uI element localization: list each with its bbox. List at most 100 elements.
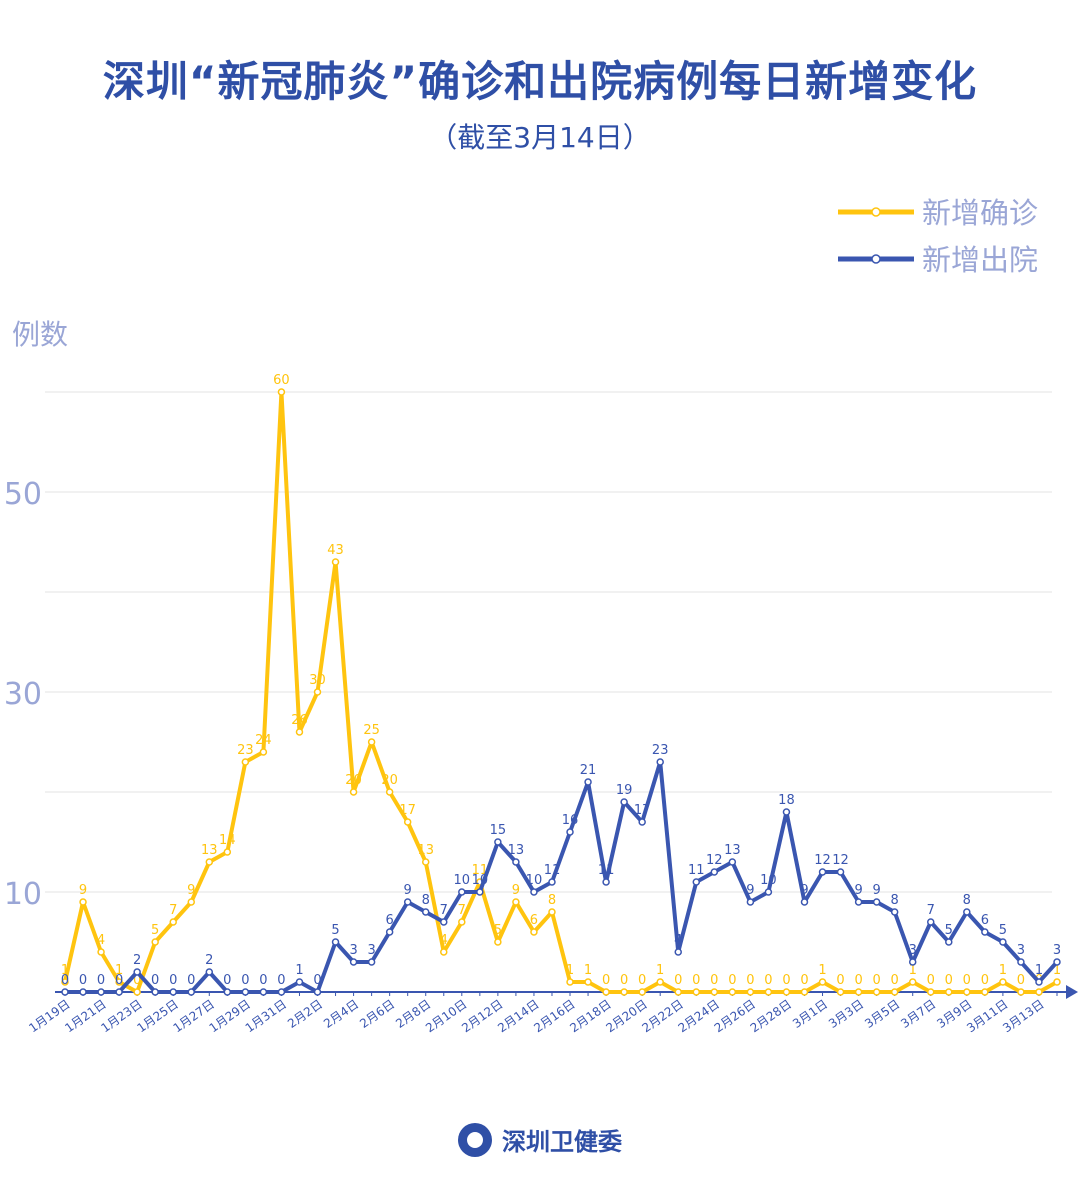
data-point [133,988,141,996]
data-point [187,988,196,996]
data-point [476,888,484,896]
data-point [512,898,520,906]
data-label: 8 [891,893,899,908]
data-label: 1 [1035,963,1043,978]
data-label: 7 [458,903,466,918]
data-point [584,978,592,986]
data-point [241,758,250,766]
data-label: 1 [909,963,917,978]
data-label: 0 [927,973,935,988]
footer-org: 深圳卫健委 [502,1128,622,1156]
x-tick-label: 3月3日 [826,997,866,1031]
footer: 深圳卫健委 [0,1122,1080,1157]
data-point [620,988,628,996]
data-label: 8 [548,893,556,908]
data-point [277,388,286,396]
data-label: 6 [981,913,989,928]
data-label: 13 [724,843,741,858]
data-label: 0 [872,973,880,988]
data-label: 23 [652,743,669,758]
data-point [421,858,430,866]
data-point [331,558,340,566]
data-point [818,868,827,876]
data-label: 0 [133,973,141,988]
data-label: 0 [710,973,718,988]
data-label: 13 [508,843,525,858]
data-point [97,948,105,956]
data-point [692,988,701,996]
data-point [458,918,466,926]
data-point [872,898,881,906]
data-label: 9 [746,883,754,898]
data-point [872,988,881,996]
data-label: 17 [634,803,651,818]
data-point [656,978,664,986]
data-label: 0 [782,973,790,988]
x-axis-arrow-icon [1066,985,1078,999]
data-label: 43 [327,543,344,558]
data-label: 24 [255,733,272,748]
data-label: 9 [854,883,862,898]
data-point [115,978,123,986]
data-label: 0 [1017,973,1025,988]
data-point [854,988,863,996]
data-point [926,988,935,996]
data-label: 1 [656,963,664,978]
data-label: 0 [277,973,285,988]
line-chart: 103050例数1月19日1月21日1月23日1月25日1月27日1月29日1月… [4,196,1078,1035]
data-label: 5 [945,923,953,938]
data-point [999,938,1007,946]
x-tick-label: 3月1日 [790,997,830,1031]
data-point [602,878,610,886]
data-point [1053,978,1061,986]
data-point [349,958,358,966]
data-label: 14 [219,833,236,848]
data-label: 25 [363,723,380,738]
data-label: 8 [422,893,430,908]
data-label: 12 [814,853,831,868]
data-point [926,918,935,926]
data-point [331,938,340,946]
data-label: 15 [490,823,507,838]
data-label: 0 [728,973,736,988]
data-label: 0 [313,973,321,988]
data-label: 10 [526,873,543,888]
data-label: 11 [688,863,705,878]
data-point [367,738,376,746]
data-label: 7 [927,903,935,918]
data-label: 0 [854,973,862,988]
data-point [458,888,466,896]
data-point [1017,988,1025,996]
data-point [746,898,755,906]
data-point [1053,958,1061,966]
data-label: 3 [349,943,357,958]
data-label: 23 [237,743,254,758]
data-point [259,748,268,756]
data-point [385,928,394,936]
data-point [1017,958,1025,966]
data-point [385,788,394,796]
data-label: 0 [963,973,971,988]
data-label: 11 [598,863,615,878]
series-confirmed: 1941057913142324602630432025201713471159… [61,373,1061,996]
data-point [295,978,304,986]
data-point [836,868,845,876]
data-label: 0 [891,973,899,988]
data-label: 11 [472,863,489,878]
data-label: 5 [999,923,1007,938]
data-point [1035,988,1043,996]
data-label: 0 [638,973,646,988]
data-label: 20 [345,773,362,788]
data-point [692,878,701,886]
data-point [133,968,141,976]
data-label: 6 [386,913,394,928]
data-label: 20 [381,773,398,788]
data-point [151,988,159,996]
data-point [836,988,845,996]
data-point [854,898,863,906]
data-point [295,728,304,736]
y-tick-label: 30 [4,677,42,712]
data-point [79,988,87,996]
data-point [584,778,592,786]
